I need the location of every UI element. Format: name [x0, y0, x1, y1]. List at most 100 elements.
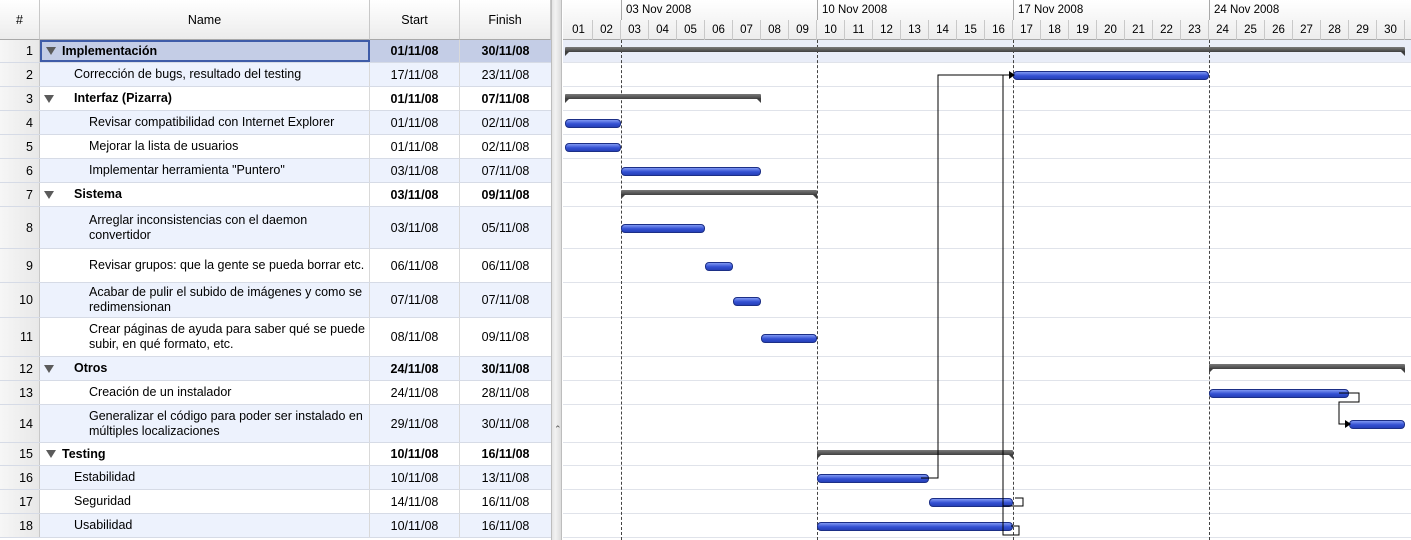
disclosure-triangle-icon[interactable]	[44, 94, 54, 103]
column-header-start[interactable]: Start	[370, 0, 460, 40]
summary-bar[interactable]	[621, 190, 817, 200]
task-finish[interactable]: 02/11/08	[481, 139, 530, 154]
task-finish[interactable]: 05/11/08	[481, 220, 530, 235]
task-name[interactable]: Otros	[40, 357, 370, 380]
task-finish[interactable]: 23/11/08	[481, 67, 530, 82]
task-start[interactable]: 10/11/08	[370, 514, 460, 537]
task-finish[interactable]: 02/11/08	[481, 115, 530, 130]
task-row[interactable]: 18 Usabilidad 10/11/08 16/11/08	[0, 514, 551, 538]
task-start[interactable]: 24/11/08	[370, 357, 460, 380]
task-row[interactable]: 5 Mejorar la lista de usuarios 01/11/08 02/…	[0, 135, 551, 159]
column-header-number[interactable]: #	[0, 0, 40, 40]
task-start[interactable]: 10/11/08	[370, 466, 460, 489]
task-row[interactable]: 1 Implementación 01/11/08 30/11/08	[0, 40, 551, 63]
disclosure-triangle-icon[interactable]	[46, 450, 56, 458]
task-start[interactable]: 03/11/08	[370, 159, 460, 182]
task-finish[interactable]: 06/11/08	[481, 258, 530, 273]
task-row[interactable]: 11 Crear páginas de ayuda para saber qué …	[0, 318, 551, 357]
task-bar[interactable]	[733, 297, 761, 306]
task-name[interactable]: Acabar de pulir el subido de imágenes y …	[40, 283, 370, 317]
disclosure-triangle-icon[interactable]	[44, 190, 54, 199]
task-row[interactable]: 10 Acabar de pulir el subido de imágenes …	[0, 283, 551, 318]
task-name[interactable]: Creación de un instalador	[40, 381, 370, 404]
task-row[interactable]: 17 Seguridad 14/11/08 16/11/08	[0, 490, 551, 514]
summary-bar[interactable]	[565, 47, 1405, 57]
task-start[interactable]: 24/11/08	[370, 381, 460, 404]
task-bar[interactable]	[565, 119, 621, 128]
link-usabilidad-to-correccion	[1002, 75, 1020, 536]
task-start[interactable]: 01/11/08	[370, 111, 460, 134]
splitter-grip-icon[interactable]: ⌃	[554, 424, 562, 434]
task-name[interactable]: Revisar compatibilidad con Internet Expl…	[40, 111, 370, 134]
task-bar[interactable]	[929, 498, 1013, 507]
task-name[interactable]: Implementar herramienta "Puntero"	[40, 159, 370, 182]
task-name[interactable]: Revisar grupos: que la gente se pueda bo…	[40, 249, 370, 282]
task-finish[interactable]: 09/11/08	[481, 187, 530, 202]
task-finish[interactable]: 07/11/08	[481, 163, 530, 178]
task-row[interactable]: 6 Implementar herramienta "Puntero" 03/11/…	[0, 159, 551, 183]
task-finish[interactable]: 16/11/08	[481, 494, 530, 509]
task-name[interactable]: Corrección de bugs, resultado del testin…	[40, 63, 370, 86]
task-start[interactable]: 29/11/08	[370, 405, 460, 442]
task-name[interactable]: Mejorar la lista de usuarios	[40, 135, 370, 158]
task-start[interactable]: 01/11/08	[370, 87, 460, 110]
task-row[interactable]: 4 Revisar compatibilidad con Internet Exp…	[0, 111, 551, 135]
task-row[interactable]: 12 Otros 24/11/08 30/11/08	[0, 357, 551, 381]
column-header-name[interactable]: Name	[40, 0, 370, 40]
task-name[interactable]: Estabilidad	[40, 466, 370, 489]
pane-splitter[interactable]: ⌃	[551, 0, 562, 540]
task-bar[interactable]	[565, 143, 621, 152]
task-start[interactable]: 14/11/08	[370, 490, 460, 513]
task-name-text: Usabilidad	[74, 518, 133, 532]
task-start[interactable]: 07/11/08	[370, 283, 460, 317]
task-row[interactable]: 3 Interfaz (Pizarra) 01/11/08 07/11/08	[0, 87, 551, 111]
task-finish[interactable]: 16/11/08	[481, 447, 530, 461]
task-name[interactable]: Interfaz (Pizarra)	[40, 87, 370, 110]
task-finish[interactable]: 28/11/08	[481, 385, 530, 400]
day-label: 05	[677, 20, 705, 40]
task-finish[interactable]: 30/11/08	[481, 416, 530, 431]
task-row[interactable]: 2 Corrección de bugs, resultado del testi…	[0, 63, 551, 87]
task-start[interactable]: 17/11/08	[370, 63, 460, 86]
week-label: 17 Nov 2008	[1013, 0, 1209, 20]
task-finish[interactable]: 30/11/08	[481, 361, 530, 376]
day-label: 15	[957, 20, 985, 40]
task-finish[interactable]: 16/11/08	[481, 518, 530, 533]
task-start[interactable]: 06/11/08	[370, 249, 460, 282]
task-row[interactable]: 8 Arreglar inconsistencias con el daemon …	[0, 207, 551, 249]
summary-bar[interactable]	[1209, 364, 1405, 374]
disclosure-triangle-icon[interactable]	[44, 364, 54, 373]
task-start[interactable]: 03/11/08	[370, 183, 460, 206]
task-finish[interactable]: 07/11/08	[481, 293, 530, 307]
task-row[interactable]: 9 Revisar grupos: que la gente se pueda b…	[0, 249, 551, 283]
task-name[interactable]: Arreglar inconsistencias con el daemon c…	[40, 207, 370, 248]
task-name[interactable]: Usabilidad	[40, 514, 370, 537]
task-start[interactable]: 08/11/08	[370, 318, 460, 356]
task-finish[interactable]: 30/11/08	[481, 44, 530, 58]
summary-bar[interactable]	[817, 450, 1013, 460]
task-start[interactable]: 03/11/08	[370, 207, 460, 248]
task-name[interactable]: Crear páginas de ayuda para saber qué se…	[40, 318, 370, 356]
task-bar[interactable]	[621, 167, 761, 176]
task-row[interactable]: 13 Creación de un instalador 24/11/08 28/11…	[0, 381, 551, 405]
task-finish[interactable]: 07/11/08	[481, 91, 530, 106]
task-name[interactable]: Sistema	[40, 183, 370, 206]
disclosure-triangle-icon[interactable]	[46, 47, 56, 55]
summary-bar[interactable]	[565, 94, 761, 104]
task-start[interactable]: 01/11/08	[370, 135, 460, 158]
task-bar[interactable]	[761, 334, 817, 343]
task-start[interactable]: 01/11/08	[370, 40, 460, 62]
task-row[interactable]: 16 Estabilidad 10/11/08 13/11/08	[0, 466, 551, 490]
task-row[interactable]: 15 Testing 10/11/08 16/11/08	[0, 443, 551, 466]
task-row[interactable]: 7 Sistema 03/11/08 09/11/08	[0, 183, 551, 207]
task-name[interactable]: Testing	[40, 443, 370, 465]
task-row[interactable]: 14 Generalizar el código para poder ser i…	[0, 405, 551, 443]
task-bar[interactable]	[705, 262, 733, 271]
task-name[interactable]: Generalizar el código para poder ser ins…	[40, 405, 370, 442]
task-name[interactable]: Seguridad	[40, 490, 370, 513]
task-bar[interactable]	[621, 224, 705, 233]
task-finish[interactable]: 09/11/08	[481, 330, 530, 344]
column-header-finish[interactable]: Finish	[460, 0, 551, 40]
task-finish[interactable]: 13/11/08	[481, 470, 530, 485]
task-start[interactable]: 10/11/08	[370, 443, 460, 465]
